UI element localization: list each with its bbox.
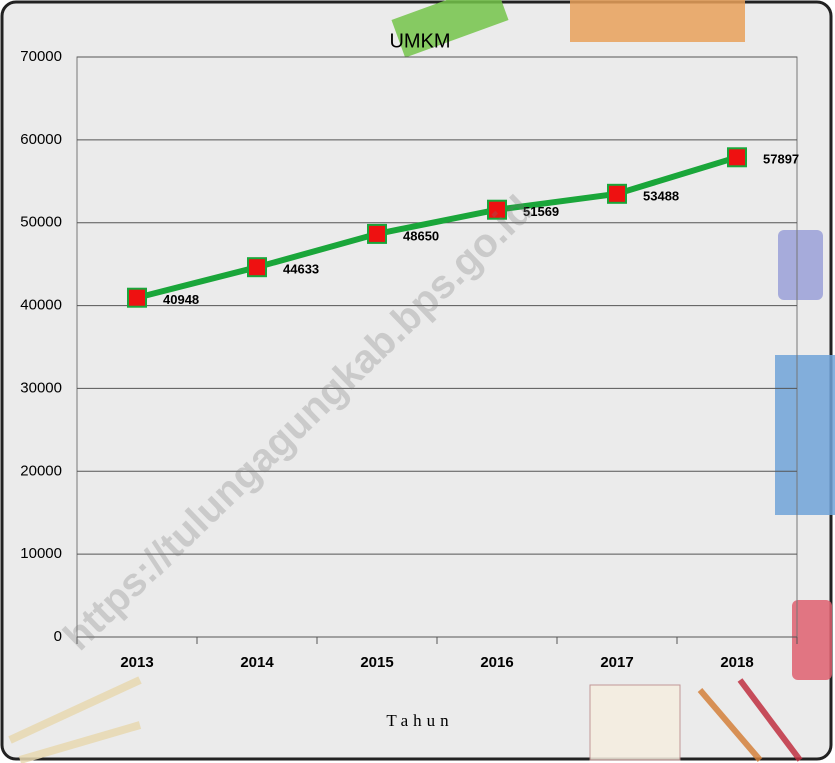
x-tick-label: 2015 — [360, 654, 393, 671]
data-point — [728, 148, 746, 166]
x-tick-label: 2017 — [600, 654, 633, 671]
chart-title: UMKM — [389, 30, 450, 52]
y-tick-label: 20000 — [20, 462, 62, 479]
notebook — [775, 355, 835, 515]
x-axis-title: Tahun — [386, 711, 453, 730]
x-tick-label: 2014 — [240, 654, 274, 671]
data-point — [248, 258, 266, 276]
data-label: 48650 — [403, 228, 439, 243]
frame — [2, 2, 831, 759]
y-tick-label: 50000 — [20, 214, 62, 231]
data-label: 40948 — [163, 292, 199, 307]
data-label: 53488 — [643, 188, 679, 203]
book — [590, 685, 680, 760]
x-tick-label: 2013 — [120, 654, 153, 671]
data-point — [368, 225, 386, 243]
data-point — [608, 185, 626, 203]
ruler — [570, 0, 745, 42]
chart: UMKM Tahun 01000020000300004000050000600… — [0, 0, 835, 763]
y-tick-label: 30000 — [20, 379, 62, 396]
sharpener — [778, 230, 823, 300]
y-tick-label: 10000 — [20, 545, 62, 562]
data-label: 44633 — [283, 262, 319, 277]
x-tick-label: 2018 — [720, 654, 753, 671]
x-tick-label: 2016 — [480, 654, 513, 671]
data-point — [128, 289, 146, 307]
eraser — [792, 600, 832, 680]
data-label: 57897 — [763, 152, 799, 167]
y-tick-label: 40000 — [20, 297, 62, 314]
y-tick-label: 70000 — [20, 48, 62, 65]
y-tick-label: 60000 — [20, 131, 62, 148]
